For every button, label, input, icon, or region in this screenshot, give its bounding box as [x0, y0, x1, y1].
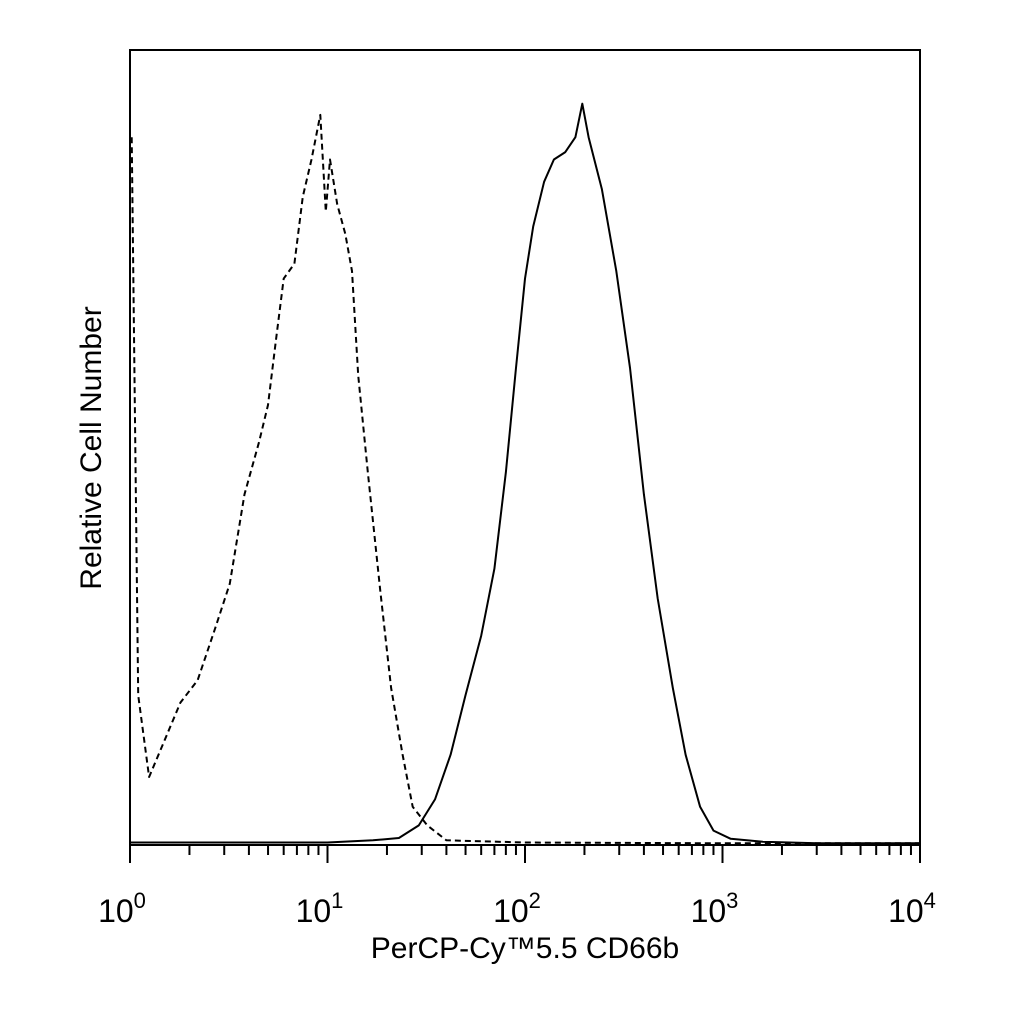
plot-frame: [129, 49, 921, 846]
series-layer: [130, 102, 920, 845]
x-axis-ticks: [129, 845, 921, 863]
x-tick-label: 104: [888, 888, 936, 929]
series-line-dashed: [130, 113, 920, 845]
y-axis-label: Relative Cell Number: [75, 306, 108, 589]
x-axis-label: PerCP-Cy™5.5 CD66b: [371, 932, 679, 965]
x-tick-label: 102: [493, 888, 541, 929]
x-tick-label: 103: [691, 888, 739, 929]
x-tick-label: 100: [98, 888, 146, 929]
series-line-solid: [130, 102, 920, 845]
x-axis-tick-labels: 100 101 102 103 104: [98, 888, 936, 929]
x-tick-label: 101: [296, 888, 344, 929]
